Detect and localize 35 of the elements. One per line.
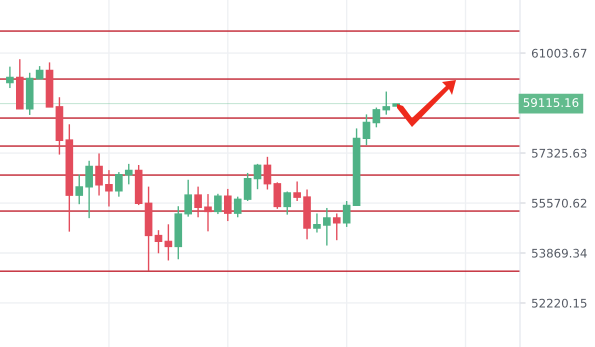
candlestick (105, 169, 113, 208)
candlestick (75, 174, 84, 205)
candlestick (224, 188, 232, 222)
candlestick (6, 66, 14, 89)
candlestick (234, 196, 242, 218)
candlestick (362, 114, 370, 146)
candlestick (154, 229, 162, 254)
candlestick (85, 160, 93, 219)
candlestick (264, 156, 272, 190)
y-tick-label: 52220.15 (532, 298, 586, 308)
candlestick (36, 65, 44, 80)
candlestick (124, 163, 133, 186)
candlestick (323, 207, 331, 246)
y-tick-label: 53869.34 (532, 248, 587, 258)
candlestick (332, 212, 341, 241)
candlestick (313, 212, 321, 234)
y-tick-label: 55570.62 (532, 198, 586, 208)
y-tick-label: 61003.67 (532, 48, 586, 58)
candlestick (95, 152, 103, 196)
candlestick (274, 182, 282, 210)
candlestick (164, 224, 172, 262)
y-tick-label: 57325.63 (532, 148, 586, 158)
candlestick (204, 193, 212, 232)
candlestick (115, 171, 123, 198)
candlestick (382, 90, 390, 116)
candlestick (184, 179, 192, 218)
candlestick (293, 180, 301, 202)
candlestick (342, 200, 350, 228)
candlestick (194, 186, 202, 218)
candlestick (254, 163, 262, 190)
candlestick (214, 193, 222, 215)
candlestick (372, 106, 380, 128)
candlestick (283, 190, 292, 216)
ref-line-label: 59115.16 (524, 98, 578, 108)
candlestick (244, 172, 252, 202)
